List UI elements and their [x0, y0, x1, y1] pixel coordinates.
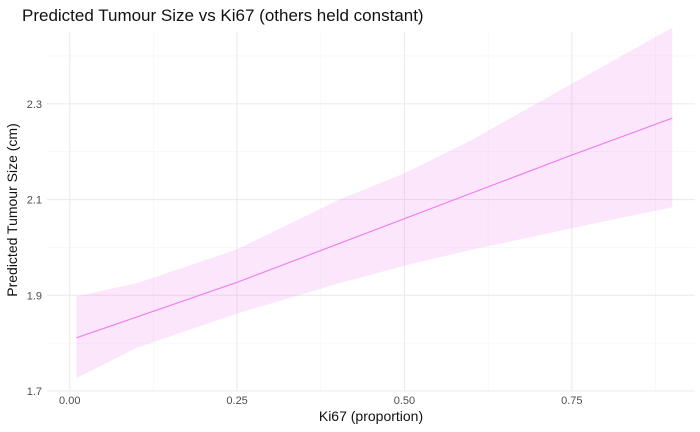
tick-labels: 0.00 0.25 0.50 0.75 1.7 1.9 2.1 2.3 — [27, 99, 583, 407]
x-tick-label: 0.25 — [226, 395, 247, 407]
x-axis-label: Ki67 (proportion) — [319, 408, 423, 424]
prediction-line — [76, 117, 673, 339]
x-tick-label: 0.50 — [394, 395, 415, 407]
confidence-band — [76, 27, 673, 379]
confidence-band-layer — [76, 27, 673, 379]
chart-title: Predicted Tumour Size vs Ki67 (others he… — [22, 6, 424, 25]
y-tick-label: 2.1 — [27, 195, 42, 207]
y-axis-label: Predicted Tumour Size (cm) — [4, 123, 20, 297]
y-tick-label: 1.7 — [27, 386, 42, 398]
y-tick-label: 2.3 — [27, 99, 42, 111]
x-tick-label: 0.00 — [59, 395, 80, 407]
grid — [47, 32, 695, 392]
y-tick-label: 1.9 — [27, 290, 42, 302]
x-tick-label: 0.75 — [561, 395, 582, 407]
prediction-line-layer — [76, 117, 673, 339]
